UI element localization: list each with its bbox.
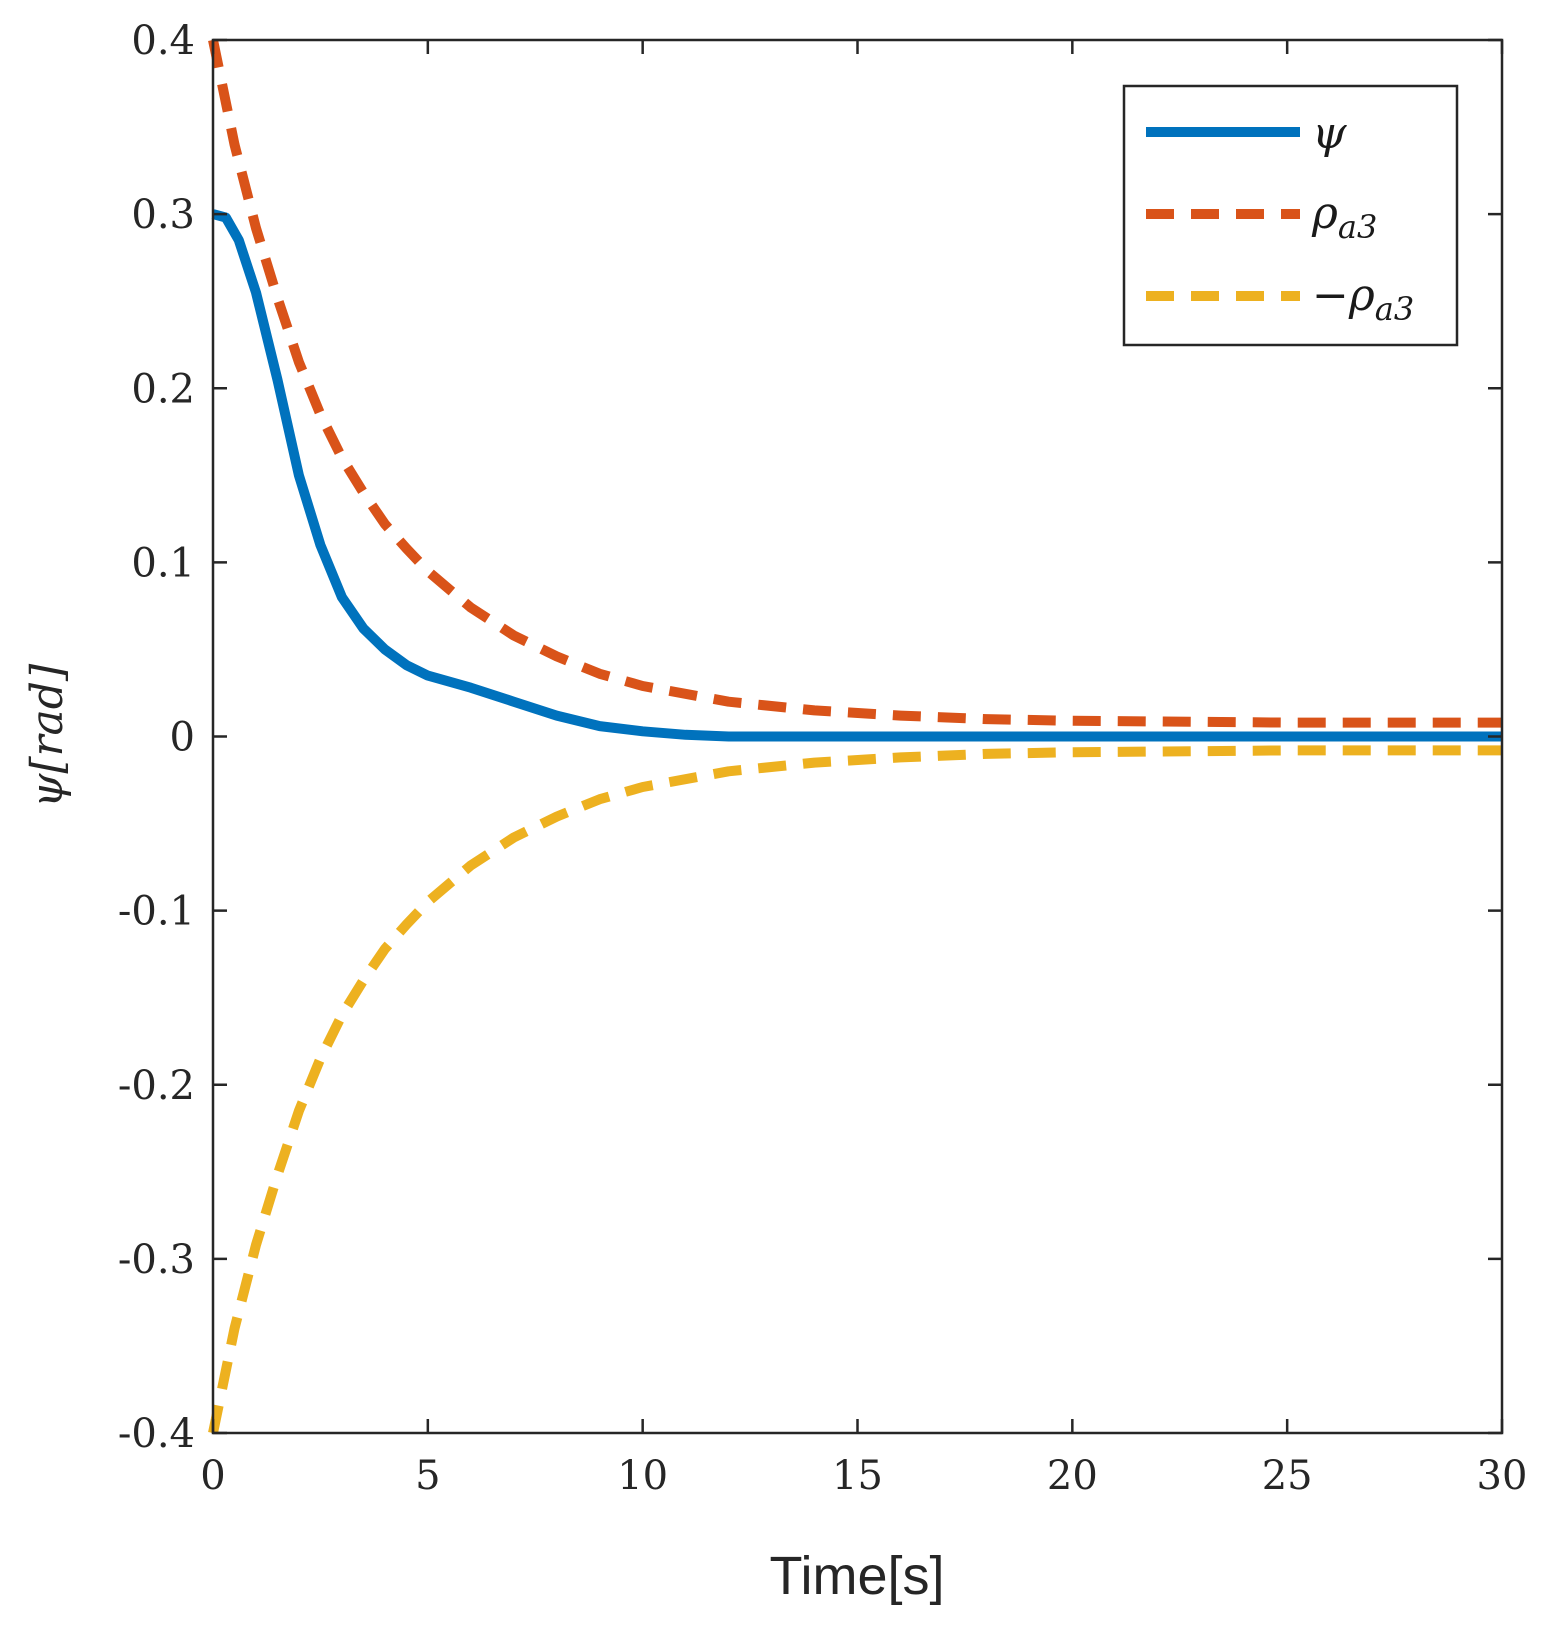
legend-label-psi: ψ: [1312, 108, 1347, 159]
y-tick-label: -0.2: [118, 1063, 195, 1109]
x-tick-label: 30: [1477, 1453, 1528, 1499]
y-tick-label: -0.3: [118, 1237, 195, 1283]
y-tick-label: 0.3: [131, 192, 195, 238]
y-tick-label: -0.1: [118, 889, 195, 935]
series-line-0: [211, 209, 1502, 742]
series-line-1: [208, 38, 1502, 728]
x-tick-label: 10: [617, 1453, 668, 1499]
series-line-2: [208, 745, 1502, 1435]
y-tick-labels: -0.4 -0.3 -0.2 -0.1 0 0.1 0.2 0.3 0.4: [118, 18, 195, 1457]
y-tick-label: 0.1: [131, 540, 195, 586]
x-axis-title: Time[s]: [770, 1546, 945, 1606]
y-tick-label: 0: [170, 715, 195, 761]
y-tick-label: 0.4: [131, 18, 195, 64]
x-tick-label: 25: [1262, 1453, 1313, 1499]
x-tick-labels: 0 5 10 15 20 25 30: [200, 1453, 1527, 1499]
x-tick-label: 15: [832, 1453, 883, 1499]
series-layer: [208, 38, 1502, 1435]
x-tick-label: 5: [415, 1453, 440, 1499]
x-tick-label: 0: [200, 1453, 225, 1499]
y-axis-title: ψ[rad]: [22, 663, 73, 808]
y-tick-label: 0.2: [131, 366, 195, 412]
plot-area-frame: [211, 38, 1504, 1435]
x-tick-label: 20: [1047, 1453, 1098, 1499]
legend: ψ ρa3 −ρa3: [1122, 84, 1459, 347]
y-tick-label: -0.4: [118, 1411, 195, 1457]
